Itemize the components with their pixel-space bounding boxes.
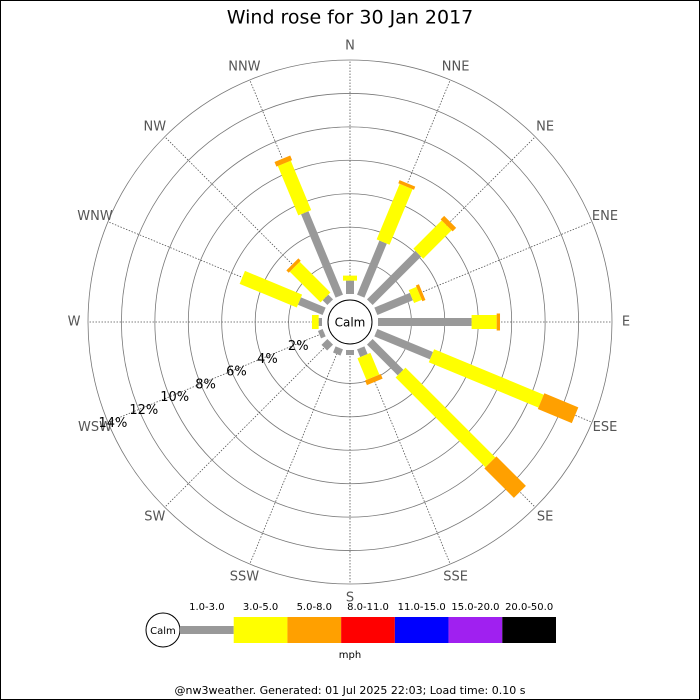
direction-label: SW: [144, 510, 165, 525]
wind-bar: [346, 350, 354, 356]
wind-bar: [395, 367, 496, 468]
direction-label: W: [68, 315, 81, 330]
direction-label: ESE: [593, 420, 618, 435]
calm-circle: [327, 299, 373, 345]
wind-bar: [484, 456, 526, 498]
grid-ring: [87, 59, 613, 585]
wind-bar: [374, 292, 413, 315]
wind-bar: [239, 270, 303, 308]
wind-bar: [311, 315, 319, 329]
legend-label: 1.0-3.0: [189, 602, 224, 613]
spoke: [164, 341, 331, 508]
spoke: [249, 347, 340, 565]
direction-label: WNW: [77, 209, 113, 224]
calm-label: Calm: [335, 316, 366, 330]
wind-bar: [496, 313, 501, 331]
r-tick-label: 6%: [226, 365, 247, 380]
legend-swatch: [502, 617, 556, 643]
r-tick-label: 14%: [98, 416, 127, 431]
r-tick-label: 12%: [129, 403, 158, 418]
wind-bar: [398, 180, 416, 190]
wind-bar: [408, 286, 422, 304]
wind-bar: [346, 280, 354, 294]
legend-label: 20.0-50.0: [505, 602, 553, 613]
direction-label: NE: [536, 119, 554, 134]
direction-label: NNW: [228, 60, 260, 75]
grid-ring: [187, 159, 513, 485]
wind-bar: [366, 250, 422, 306]
wind-bar: [357, 346, 368, 358]
wind-bar: [286, 258, 301, 273]
wind-bar: [274, 155, 293, 167]
r-tick-label: 10%: [160, 390, 189, 405]
direction-label: SSE: [443, 569, 468, 584]
legend-label: 15.0-20.0: [451, 602, 499, 613]
wind-bar: [277, 160, 312, 216]
legend-swatch: [394, 617, 449, 643]
r-tick-label: 2%: [288, 339, 309, 354]
wind-bar: [365, 373, 383, 386]
wind-bar: [318, 318, 322, 326]
wind-bar: [317, 329, 326, 339]
wind-bar: [415, 284, 426, 302]
wind-bar: [537, 393, 579, 424]
footer: @nw3weather. Generated: 01 Jul 2025 22:0…: [175, 684, 526, 697]
legend-calm-label: Calm: [150, 626, 176, 637]
wind-bar: [301, 211, 343, 298]
wind-bar: [357, 352, 380, 380]
legend-label: 11.0-15.0: [398, 602, 446, 613]
wind-bar: [428, 349, 544, 408]
wind-bar: [357, 240, 387, 298]
wind-bar: [366, 338, 404, 376]
legend-label: 5.0-8.0: [297, 602, 332, 613]
direction-label: E: [622, 315, 630, 330]
wind-bar: [333, 346, 343, 356]
chart-title: Wind rose for 30 Jan 2017: [227, 7, 474, 29]
direction-label: S: [346, 591, 354, 606]
legend-swatch: [233, 617, 288, 643]
legend-swatch: [448, 617, 503, 643]
direction-label: SSW: [230, 569, 260, 584]
legend-label: 3.0-5.0: [243, 602, 278, 613]
wind-bar: [297, 297, 326, 315]
wind-bar: [343, 275, 357, 281]
legend-label: 8.0-11.0: [347, 602, 389, 613]
wind-bar: [471, 315, 497, 329]
spoke: [107, 332, 325, 423]
r-tick-label: 4%: [257, 352, 278, 367]
direction-label: NW: [144, 119, 167, 134]
wind-bar: [321, 338, 334, 351]
r-tick-label: 8%: [195, 377, 216, 392]
grid-ring: [121, 93, 579, 551]
wind-bar: [440, 215, 457, 232]
legend-swatch: [287, 617, 342, 643]
unit-label: mph: [339, 650, 361, 661]
direction-label: N: [345, 39, 355, 54]
legend-swatch: [341, 617, 395, 643]
grid-ring: [154, 126, 546, 518]
wind-bar: [413, 220, 452, 259]
direction-label: WSW: [78, 420, 112, 435]
wind-bar: [322, 294, 334, 306]
direction-label: NNE: [442, 60, 470, 75]
wind-bar: [374, 329, 433, 360]
spoke: [360, 347, 451, 565]
direction-label: SE: [537, 510, 553, 525]
legend-swatch: [180, 626, 234, 634]
wind-bar: [378, 318, 472, 326]
direction-label: ENE: [592, 209, 618, 224]
wind-bar: [289, 261, 331, 303]
wind-bar: [376, 183, 413, 245]
